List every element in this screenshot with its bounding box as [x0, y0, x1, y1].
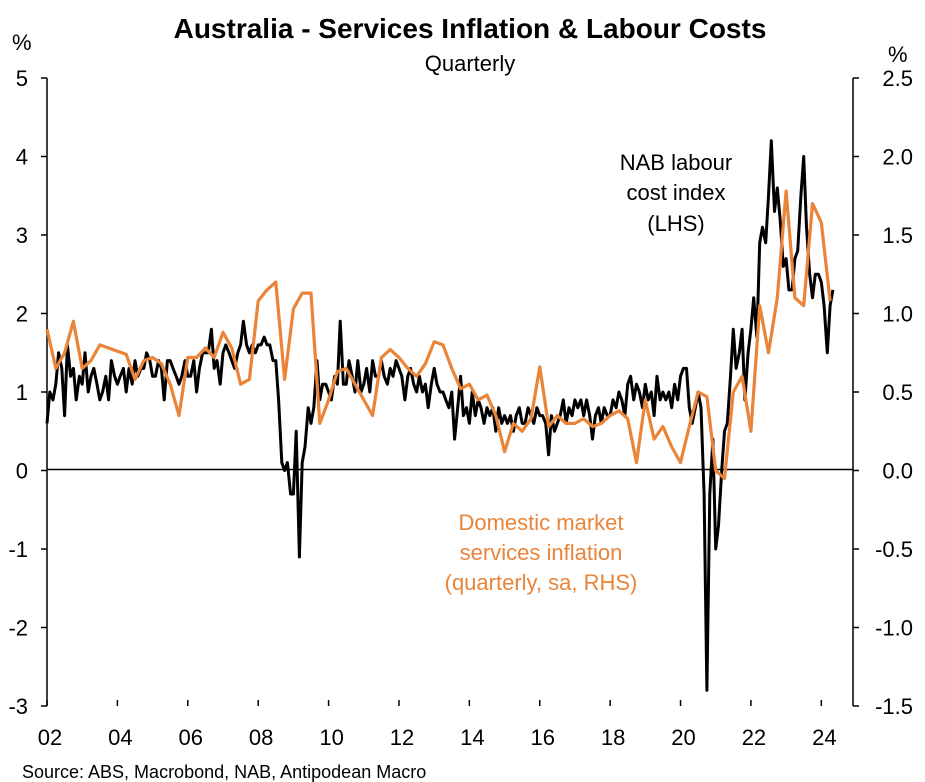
x-tick-label: 16 — [531, 725, 555, 750]
series-line-labour-cost-index — [45, 139, 835, 692]
x-tick-label: 18 — [601, 725, 625, 750]
left-tick-label: 2 — [16, 302, 28, 327]
right-tick-label: 2.0 — [882, 145, 913, 170]
x-axis: 02 04 06 08 10 12 14 16 18 20 22 24 — [38, 700, 837, 750]
series-line-services-inflation — [45, 189, 832, 480]
right-tick-label: 1.0 — [882, 302, 913, 327]
left-tick-label: 4 — [16, 145, 28, 170]
right-tick-label: 2.5 — [882, 66, 913, 91]
left-tick-label: 5 — [16, 66, 28, 91]
x-tick-label: 06 — [179, 725, 203, 750]
left-tick-label: 1 — [16, 380, 28, 405]
left-tick-label: -2 — [8, 616, 28, 641]
chart-subtitle: Quarterly — [425, 51, 515, 76]
services-label-line3: (quarterly, sa, RHS) — [445, 570, 638, 595]
x-tick-label: 24 — [812, 725, 836, 750]
labour-series-label: NAB labour cost index (LHS) — [620, 150, 733, 236]
x-tick-label: 20 — [671, 725, 695, 750]
x-tick-label: 22 — [742, 725, 766, 750]
chart-title: Australia - Services Inflation & Labour … — [174, 13, 767, 44]
right-axis: 2.5 2.0 1.5 1.0 0.5 0.0 -0.5 -1.0 -1.5 — [853, 66, 913, 719]
left-tick-label: -1 — [8, 537, 28, 562]
right-tick-label: -1.0 — [875, 616, 913, 641]
right-tick-label: 0.0 — [882, 459, 913, 484]
right-tick-label: 1.5 — [882, 223, 913, 248]
left-axis-unit: % — [12, 30, 32, 55]
x-tick-label: 12 — [390, 725, 414, 750]
right-tick-label: -1.5 — [875, 694, 913, 719]
left-axis: 5 4 3 2 1 0 -1 -2 -3 — [8, 66, 47, 719]
right-tick-label: 0.5 — [882, 380, 913, 405]
x-tick-label: 04 — [108, 725, 132, 750]
source-note: Source: ABS, Macrobond, NAB, Antipodean … — [22, 762, 426, 782]
x-tick-label: 08 — [249, 725, 273, 750]
left-tick-label: 0 — [16, 459, 28, 484]
left-tick-label: -3 — [8, 694, 28, 719]
x-tick-label: 02 — [38, 725, 62, 750]
labour-label-line2: cost index — [626, 180, 725, 205]
right-tick-label: -0.5 — [875, 537, 913, 562]
x-tick-label: 10 — [319, 725, 343, 750]
services-series-label: Domestic market services inflation (quar… — [445, 510, 638, 595]
services-label-line1: Domestic market — [458, 510, 623, 535]
x-tick-label: 14 — [460, 725, 484, 750]
services-label-line2: services inflation — [460, 540, 623, 565]
labour-label-line1: NAB labour — [620, 150, 733, 175]
labour-label-line3: (LHS) — [647, 211, 704, 236]
left-tick-label: 3 — [16, 223, 28, 248]
right-axis-unit: % — [888, 42, 908, 67]
